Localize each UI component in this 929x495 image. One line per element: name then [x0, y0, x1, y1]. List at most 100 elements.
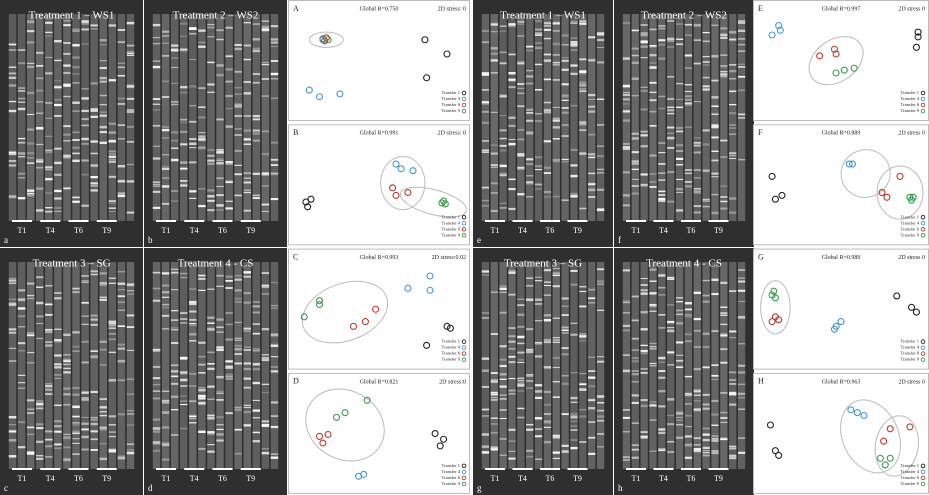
gel-band	[544, 38, 551, 40]
gel-band	[526, 351, 533, 353]
gel-band	[72, 443, 79, 444]
gel-band	[189, 422, 196, 423]
gel-band	[649, 82, 656, 84]
gel-band	[526, 120, 533, 122]
gel-band	[641, 284, 648, 286]
gel-band	[253, 350, 260, 351]
gel-band	[109, 352, 116, 353]
lane-marker	[156, 220, 176, 222]
gel-band	[27, 190, 34, 192]
gel-band	[500, 345, 507, 347]
gel-band	[676, 83, 683, 84]
gel-band	[118, 124, 125, 126]
lane-label: T4	[190, 474, 199, 483]
gel-band	[649, 304, 656, 306]
gel-band	[109, 324, 116, 326]
gel-band	[641, 431, 648, 433]
gel-band	[271, 282, 278, 283]
gel-band	[500, 288, 507, 290]
gel-band	[234, 150, 241, 152]
gel-band	[27, 157, 34, 159]
lane-label: T9	[573, 226, 582, 235]
gel-band	[180, 168, 187, 170]
gel-band	[198, 278, 205, 280]
gel-band	[18, 375, 25, 376]
gel-band	[234, 453, 241, 455]
gel-band	[127, 212, 134, 214]
gel-band	[162, 166, 169, 168]
gel-band	[535, 298, 542, 300]
gel-band	[81, 423, 88, 425]
lane-marker	[540, 220, 560, 222]
gel-band	[623, 431, 630, 432]
gel-band	[588, 407, 595, 409]
gel-band	[526, 387, 533, 389]
gel-band	[508, 272, 515, 274]
legend-label: Transfer 9	[901, 481, 920, 486]
gel-band	[500, 359, 507, 361]
gel-band	[216, 194, 223, 196]
gel-band	[703, 428, 710, 429]
gel-band	[720, 27, 727, 29]
gel-band	[36, 455, 43, 456]
panel-letter: a	[4, 235, 8, 245]
gel-band	[90, 274, 97, 275]
gel-band	[508, 390, 515, 392]
gel-band	[694, 193, 701, 194]
gel-lane	[109, 262, 116, 469]
gel-band	[225, 81, 232, 83]
gel-band	[588, 60, 595, 61]
gel-lane	[271, 262, 278, 469]
gel-band	[189, 324, 196, 326]
gel-band	[271, 142, 278, 144]
gel-band	[18, 326, 25, 327]
legend-label: Transfer 6	[442, 351, 461, 356]
gel-band	[597, 415, 604, 417]
gel-band	[18, 342, 25, 344]
gel-band	[153, 191, 160, 193]
gel-band	[81, 97, 88, 99]
gel-band	[109, 323, 116, 324]
gel-band	[180, 277, 187, 279]
gel-band	[711, 364, 718, 366]
gel-band	[198, 106, 205, 108]
gel-lane	[45, 14, 52, 221]
gel-band	[579, 152, 586, 154]
gel-title: Treatment 1 – WS1	[29, 10, 115, 22]
gel-band	[180, 379, 187, 380]
gel-band	[685, 393, 692, 394]
gel-band	[711, 379, 718, 380]
gel-band	[198, 46, 205, 48]
gel-band	[685, 104, 692, 106]
gel-band	[127, 315, 134, 317]
gel-band	[667, 147, 674, 149]
gel-title: Treatment 2 – WS2	[641, 10, 727, 22]
gel-band	[253, 119, 260, 120]
gel-band	[738, 64, 745, 65]
gel-band	[667, 137, 674, 139]
legend-label: Transfer 4	[442, 96, 461, 101]
gel-band	[738, 281, 745, 283]
gel-band	[623, 94, 630, 96]
gel-band	[482, 205, 489, 207]
gel-band	[544, 413, 551, 415]
gel-band	[271, 344, 278, 345]
gel-band	[535, 459, 542, 460]
gel-band	[45, 456, 52, 458]
gel-band	[570, 23, 577, 24]
gel-band	[63, 72, 70, 74]
gel-band	[517, 380, 524, 382]
lane-marker	[654, 220, 674, 222]
gel-band	[244, 210, 251, 212]
gel-band	[667, 321, 674, 322]
gel-band	[579, 383, 586, 385]
gel-band	[517, 336, 524, 338]
legend-label: Transfer 9	[901, 108, 920, 113]
gel-band	[685, 415, 692, 417]
gel-band	[553, 458, 560, 459]
gel-band	[641, 57, 648, 58]
gel-band	[738, 30, 745, 32]
gel-band	[685, 173, 692, 174]
gel-band	[81, 362, 88, 364]
gel-band	[588, 99, 595, 100]
